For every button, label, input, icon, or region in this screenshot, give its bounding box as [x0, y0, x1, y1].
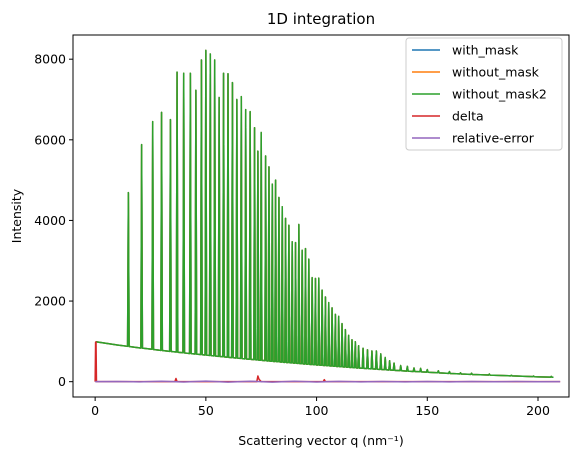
x-tick-label: 100: [305, 403, 329, 418]
x-tick-label: 50: [198, 403, 214, 418]
axes-frame: [72, 34, 570, 398]
x-tick-label: 0: [91, 403, 99, 418]
legend-frame: [405, 37, 563, 151]
legend-label: without_mask: [452, 65, 540, 80]
y-tick-label: 2000: [34, 294, 66, 309]
chart-title: 1D integration: [267, 10, 375, 28]
y-tick-label: 6000: [34, 132, 66, 147]
x-tick-label: 150: [415, 403, 439, 418]
legend-label: relative-error: [452, 131, 535, 146]
y-axis-label: Intensity: [9, 188, 24, 243]
legend-label: with_mask: [452, 43, 519, 58]
y-axis: 0 2000 4000 6000 8000: [34, 52, 73, 389]
x-axis-label: Scattering vector q (nm⁻¹): [238, 433, 403, 448]
x-axis: 0 50 100 150 200: [91, 397, 550, 418]
series-layer: [94, 49, 561, 383]
legend-label: without_mask2: [452, 87, 547, 102]
series-line-relative-error: [95, 380, 561, 383]
y-tick-label: 8000: [34, 52, 66, 67]
series-line-without_mask2: [95, 49, 554, 378]
y-tick-label: 0: [58, 374, 66, 389]
y-tick-label: 4000: [34, 213, 66, 228]
x-tick-label: 200: [526, 403, 550, 418]
legend-label: delta: [452, 109, 484, 124]
